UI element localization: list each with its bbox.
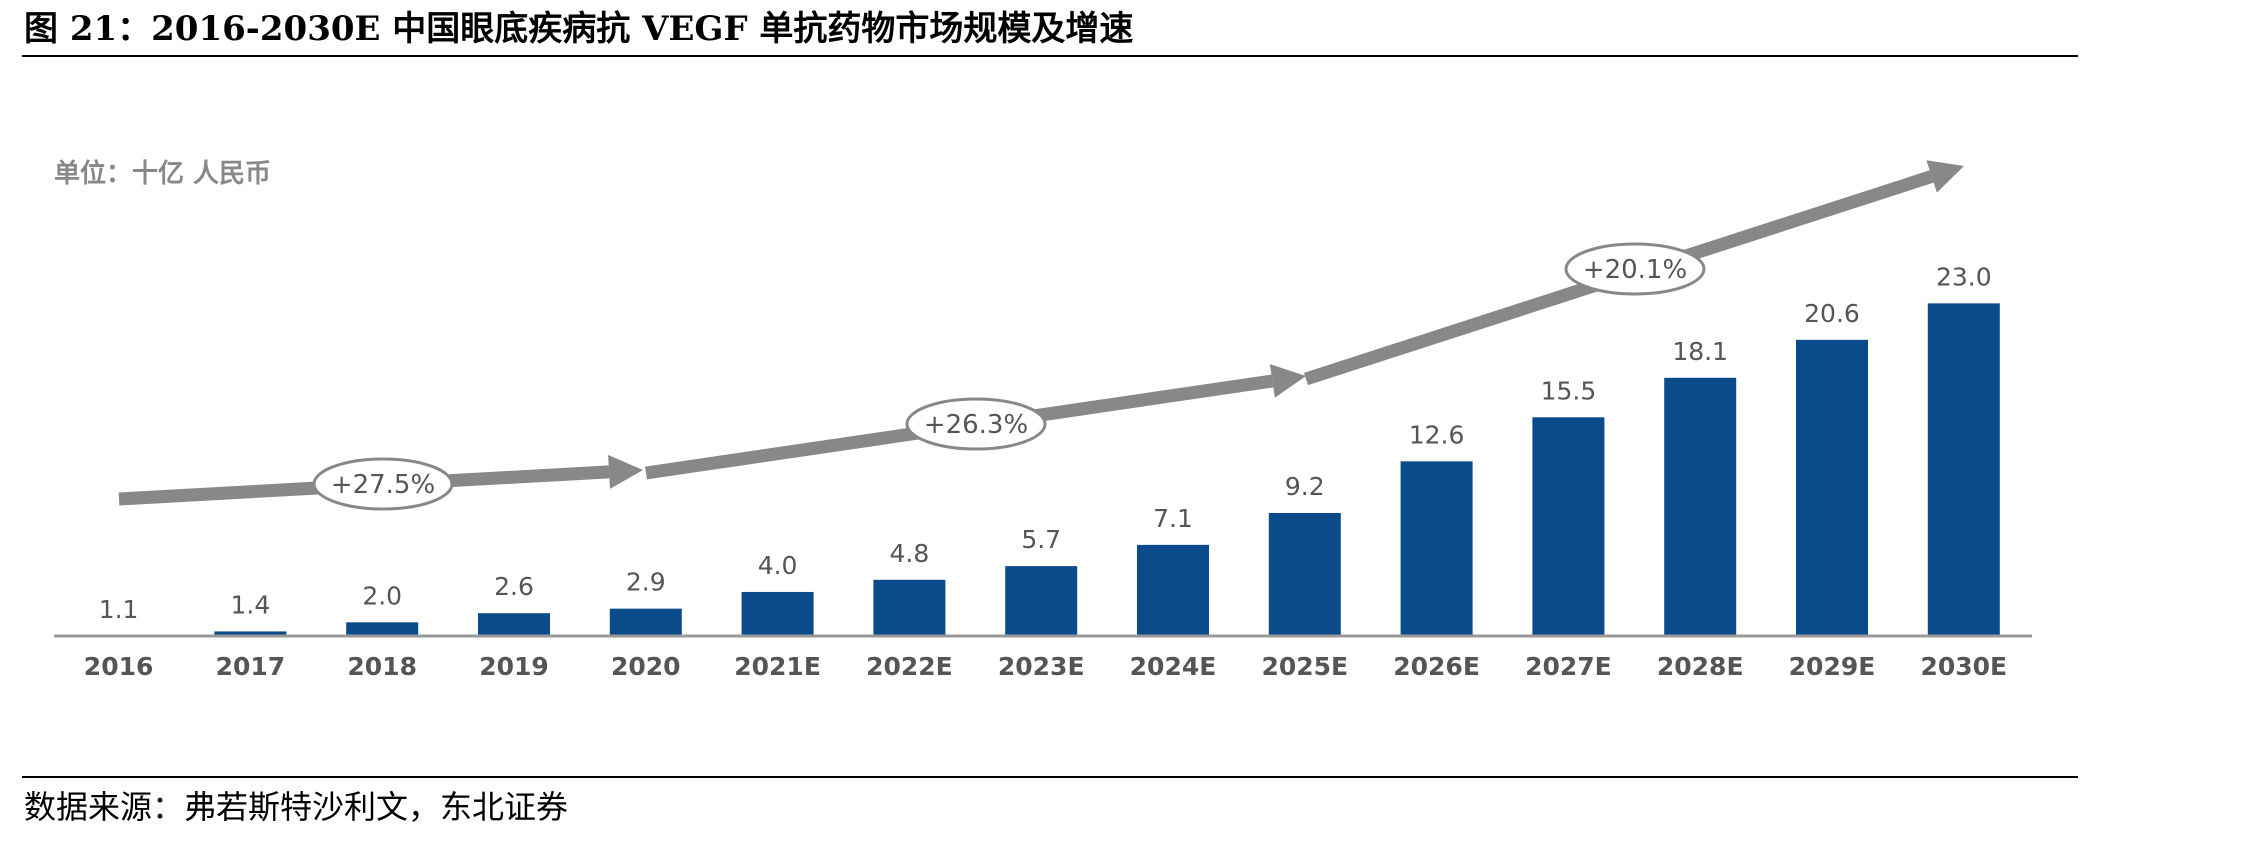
arrow-head [608,454,643,489]
x-tick-label: 2022E [866,652,953,681]
x-tick-label: 2026E [1393,652,1480,681]
chart-title: 图 21：2016-2030E 中国眼底疾病抗 VEGF 单抗药物市场规模及增速 [24,9,1133,49]
x-tick-label: 2018 [347,652,417,681]
value-label: 12.6 [1409,420,1465,449]
arrow-head [1269,364,1306,398]
bar [214,631,287,636]
bar [1400,461,1473,636]
bar [1268,512,1341,636]
growth-badge [1564,242,1706,296]
x-tick-label: 2029E [1789,652,1876,681]
x-tick-label: 2020 [611,652,681,681]
value-label: 4.8 [890,539,930,568]
growth-badge [905,397,1047,451]
bar [741,591,814,636]
value-label: 2.9 [626,568,666,597]
bar [609,608,682,636]
bar [1927,303,2000,636]
value-label: 2.0 [362,581,402,610]
x-tick-label: 2019 [479,652,549,681]
bar [1532,417,1605,636]
bar [346,622,419,636]
value-label: 23.0 [1936,262,1992,291]
x-tick-label: 2030E [1920,652,2007,681]
bar [478,613,550,636]
arrow-head [1926,160,1964,193]
growth-label: +26.3% [924,410,1028,440]
bar [873,579,946,636]
x-tick-label: 2023E [998,652,1085,681]
x-tick-label: 2016 [84,652,154,681]
value-label: 15.5 [1541,376,1597,405]
value-label: 4.0 [758,551,798,580]
x-tick-label: 2027E [1525,652,1612,681]
x-tick-label: 2017 [216,652,286,681]
value-label: 2.6 [494,572,534,601]
bar [1005,566,1078,636]
x-tick-label: 2025E [1261,652,1348,681]
value-label: 5.7 [1021,525,1061,554]
bar [1796,339,1868,636]
growth-label: +20.1% [1583,255,1687,285]
value-label: 1.4 [231,590,271,619]
value-label: 20.6 [1804,299,1860,328]
value-label: 7.1 [1153,504,1193,533]
value-label: 9.2 [1285,472,1325,501]
value-label: 1.1 [99,595,139,624]
growth-badge [312,457,454,511]
x-tick-label: 2028E [1657,652,1744,681]
growth-label: +27.5% [331,470,435,500]
x-tick-label: 2021E [734,652,821,681]
unit-label: 单位：十亿 人民币 [54,158,271,189]
bar [1137,544,1209,636]
bar [1664,377,1737,636]
value-label: 18.1 [1672,337,1728,366]
x-tick-label: 2024E [1130,652,1217,681]
source: 数据来源：弗若斯特沙利文，东北证券 [24,788,568,826]
